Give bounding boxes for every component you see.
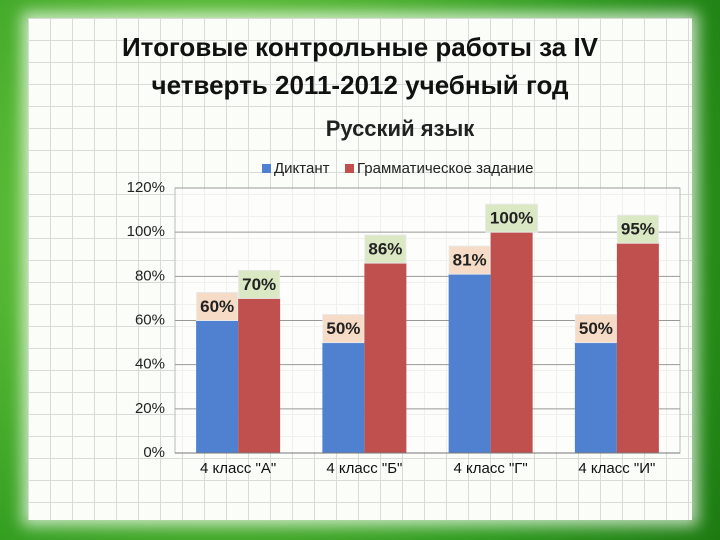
value-label: 81% <box>453 251 487 270</box>
legend-swatch <box>345 164 354 173</box>
chart-subtitle: Русский язык <box>326 116 476 141</box>
value-label-box <box>196 292 239 321</box>
y-tick-label: 40% <box>135 356 165 373</box>
y-tick-label: 60% <box>135 311 165 328</box>
legend-swatch <box>262 164 271 173</box>
value-label-box <box>364 234 407 264</box>
value-label-box <box>238 269 281 299</box>
value-label-box <box>574 314 617 344</box>
value-label: 100% <box>490 209 533 228</box>
y-tick-label: 120% <box>127 179 165 196</box>
bar <box>238 298 281 453</box>
legend-label: Диктант <box>274 160 330 177</box>
bar <box>616 243 659 453</box>
y-tick-label: 20% <box>135 400 165 417</box>
x-tick-label: 4 класс "Г" <box>453 460 527 477</box>
value-label-box <box>485 203 539 233</box>
value-label: 50% <box>579 319 613 338</box>
x-tick-label: 4 класс "И" <box>578 460 655 477</box>
bar <box>322 342 365 453</box>
slide-title: Итоговые контрольные работы за IV четвер… <box>121 32 599 100</box>
value-label: 86% <box>368 240 402 259</box>
value-label-box <box>616 214 659 244</box>
value-label: 70% <box>242 275 276 294</box>
value-label: 50% <box>326 319 360 338</box>
bar <box>448 274 491 453</box>
y-tick-label: 100% <box>127 223 165 240</box>
x-tick-label: 4 класс "А" <box>200 460 276 477</box>
bar <box>490 232 533 453</box>
bar <box>364 263 407 453</box>
legend-label: Грамматическое задание <box>357 160 533 177</box>
y-tick-label: 80% <box>135 267 165 284</box>
x-tick-label: 4 класс "Б" <box>326 460 402 477</box>
value-label: 95% <box>621 220 655 239</box>
bar <box>196 320 239 453</box>
value-label-box <box>448 245 491 275</box>
y-tick-label: 0% <box>143 444 165 461</box>
value-label: 60% <box>200 297 234 316</box>
value-label-box <box>322 314 365 344</box>
bar <box>574 342 617 453</box>
